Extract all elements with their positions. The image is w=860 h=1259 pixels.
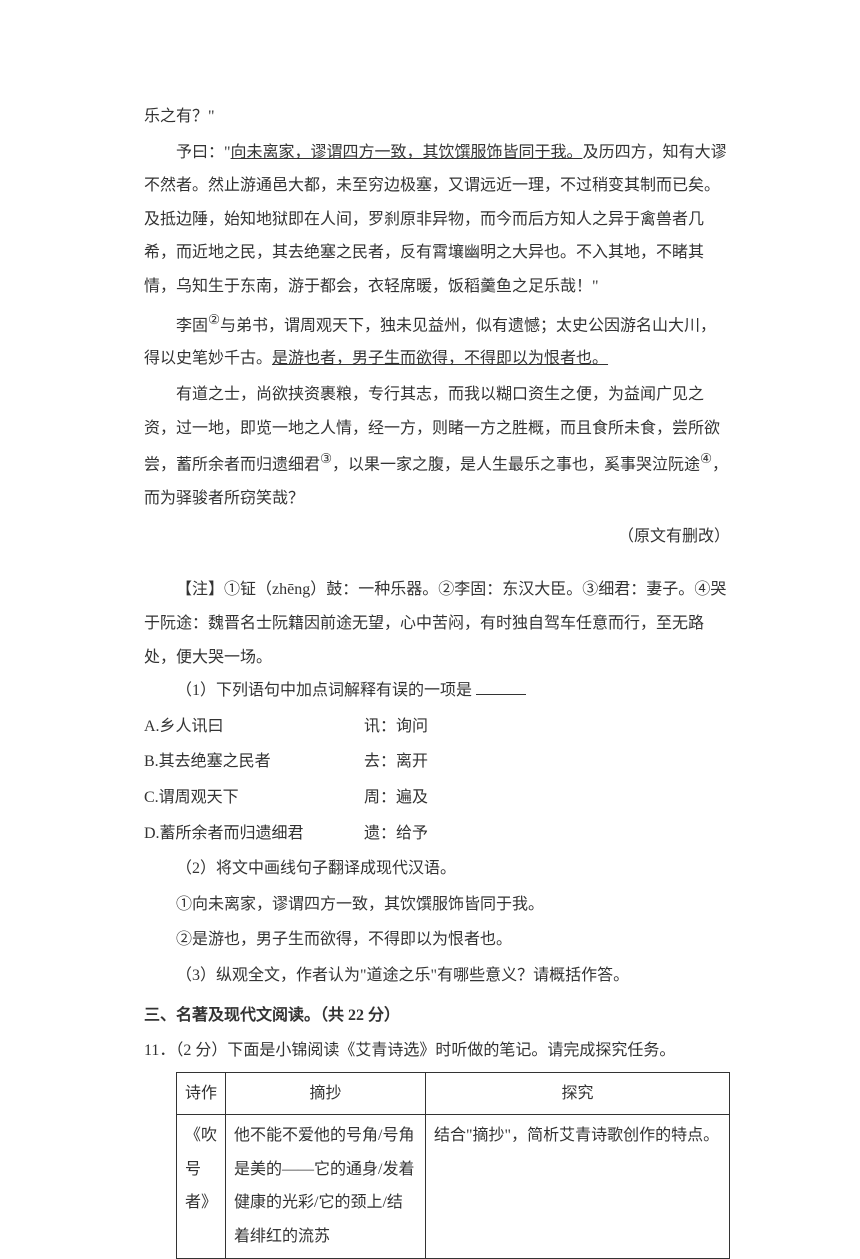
option-c-meaning: 周：遍及: [364, 781, 730, 815]
p3-pre: 李固: [176, 317, 208, 334]
q2-1-text: 向未离家，谬谓四方一致，其饮馔服饰皆同于我。: [192, 896, 544, 913]
q2-2-circle: ②: [176, 931, 192, 948]
question-11: 11．（2 分）下面是小锦阅读《艾青诗选》时听做的笔记。请完成探究任务。: [144, 1034, 730, 1068]
p4-circle: ③: [320, 451, 332, 466]
passage-source: （原文有删改）: [144, 520, 730, 554]
n4-circle: ④: [694, 581, 710, 598]
n3-circle: ③: [582, 581, 598, 598]
n2-circle: ②: [438, 581, 454, 598]
n1-circle: ①: [224, 581, 240, 598]
table-row: 《吹号者》 他不能不爱他的号角/号角是美的——它的通身/发着健康的光彩/它的颈上…: [177, 1115, 730, 1258]
option-c-label: C.谓周观天下: [144, 781, 364, 815]
question-2-1: ①向未离家，谬谓四方一致，其饮馔服饰皆同于我。: [144, 888, 730, 922]
question-2: （2）将文中画线句子翻译成现代汉语。: [144, 852, 730, 886]
question-2-2: ②是游也，男子生而欲得，不得即以为恨者也。: [144, 923, 730, 957]
option-a-label: A.乡人讯曰: [144, 710, 364, 744]
option-d: D.蓄所余者而归遗细君 遗：给予: [144, 817, 730, 851]
p2-underline: 向未离家，谬谓四方一致，其饮馔服饰皆同于我。: [231, 144, 583, 161]
option-b: B.其去绝塞之民者 去：离开: [144, 745, 730, 779]
q1-blank[interactable]: [476, 679, 526, 695]
option-c: C.谓周观天下 周：遍及: [144, 781, 730, 815]
table-cell-poem: 《吹号者》: [177, 1115, 226, 1258]
table-cell-excerpt: 他不能不爱他的号角/号角是美的——它的通身/发着健康的光彩/它的颈上/结着绯红的…: [226, 1115, 426, 1258]
table-header-poem: 诗作: [177, 1072, 226, 1115]
p2-pre: 予曰：": [176, 144, 231, 161]
notes-section: 【注】①钲（zhēng）鼓：一种乐器。②李固：东汉大臣。③细君：妻子。④哭于阮途…: [144, 573, 730, 674]
table-cell-inquiry: 结合"摘抄"，简析艾青诗歌创作的特点。: [426, 1115, 730, 1258]
option-a-meaning: 讯：询问: [364, 710, 730, 744]
p4-mid: ，以果一家之腹，是人生最乐之事也，奚事哭泣阮途: [332, 457, 700, 474]
p3-underline: 是游也者，男子生而欲得，不得即以为恨者也。: [272, 350, 608, 367]
poetry-table: 诗作 摘抄 探究 《吹号者》 他不能不爱他的号角/号角是美的——它的通身/发着健…: [176, 1072, 730, 1259]
option-b-meaning: 去：离开: [364, 745, 730, 779]
option-b-label: B.其去绝塞之民者: [144, 745, 364, 779]
table-header-row: 诗作 摘抄 探究: [177, 1072, 730, 1115]
option-a: A.乡人讯曰 讯：询问: [144, 710, 730, 744]
question-3: （3）纵观全文，作者认为"道途之乐"有哪些意义？请概括作答。: [144, 959, 730, 993]
p3-circle: ②: [208, 312, 220, 327]
passage-p4: 有道之士，尚欲挟资裹粮，专行其志，而我以糊口资生之便，为益闻广见之资，过一地，即…: [144, 378, 730, 516]
option-d-label: D.蓄所余者而归遗细君: [144, 817, 364, 851]
notes-label: 【注】: [176, 581, 224, 598]
n3-text: 细君：妻子。: [598, 581, 694, 598]
passage-p3: 李固②与弟书，谓周观天下，独未见益州，似有遗憾；太史公因游名山大川，得以史笔妙千…: [144, 306, 730, 377]
option-d-meaning: 遗：给予: [364, 817, 730, 851]
table-header-excerpt: 摘抄: [226, 1072, 426, 1115]
passage-p1: 乐之有？": [144, 100, 730, 134]
q2-1-circle: ①: [176, 896, 192, 913]
section-3-header: 三、名著及现代文阅读。（共 22 分）: [144, 999, 730, 1033]
passage-p2: 予曰："向未离家，谬谓四方一致，其饮馔服饰皆同于我。及历四方，知有大谬不然者。然…: [144, 136, 730, 304]
p2-post: 及历四方，知有大谬不然者。然止游通邑大都，未至穷边极塞，又谓远近一理，不过稍变其…: [144, 144, 727, 295]
question-1: （1）下列语句中加点词解释有误的一项是: [144, 674, 730, 708]
q1-text: （1）下列语句中加点词解释有误的一项是: [176, 682, 472, 699]
q2-2-text: 是游也，男子生而欲得，不得即以为恨者也。: [192, 931, 512, 948]
table-header-inquiry: 探究: [426, 1072, 730, 1115]
p4-circle2: ④: [700, 451, 712, 466]
n2-text: 李固：东汉大臣。: [454, 581, 582, 598]
n1-text: 钲（zhēng）鼓：一种乐器。: [240, 581, 438, 598]
